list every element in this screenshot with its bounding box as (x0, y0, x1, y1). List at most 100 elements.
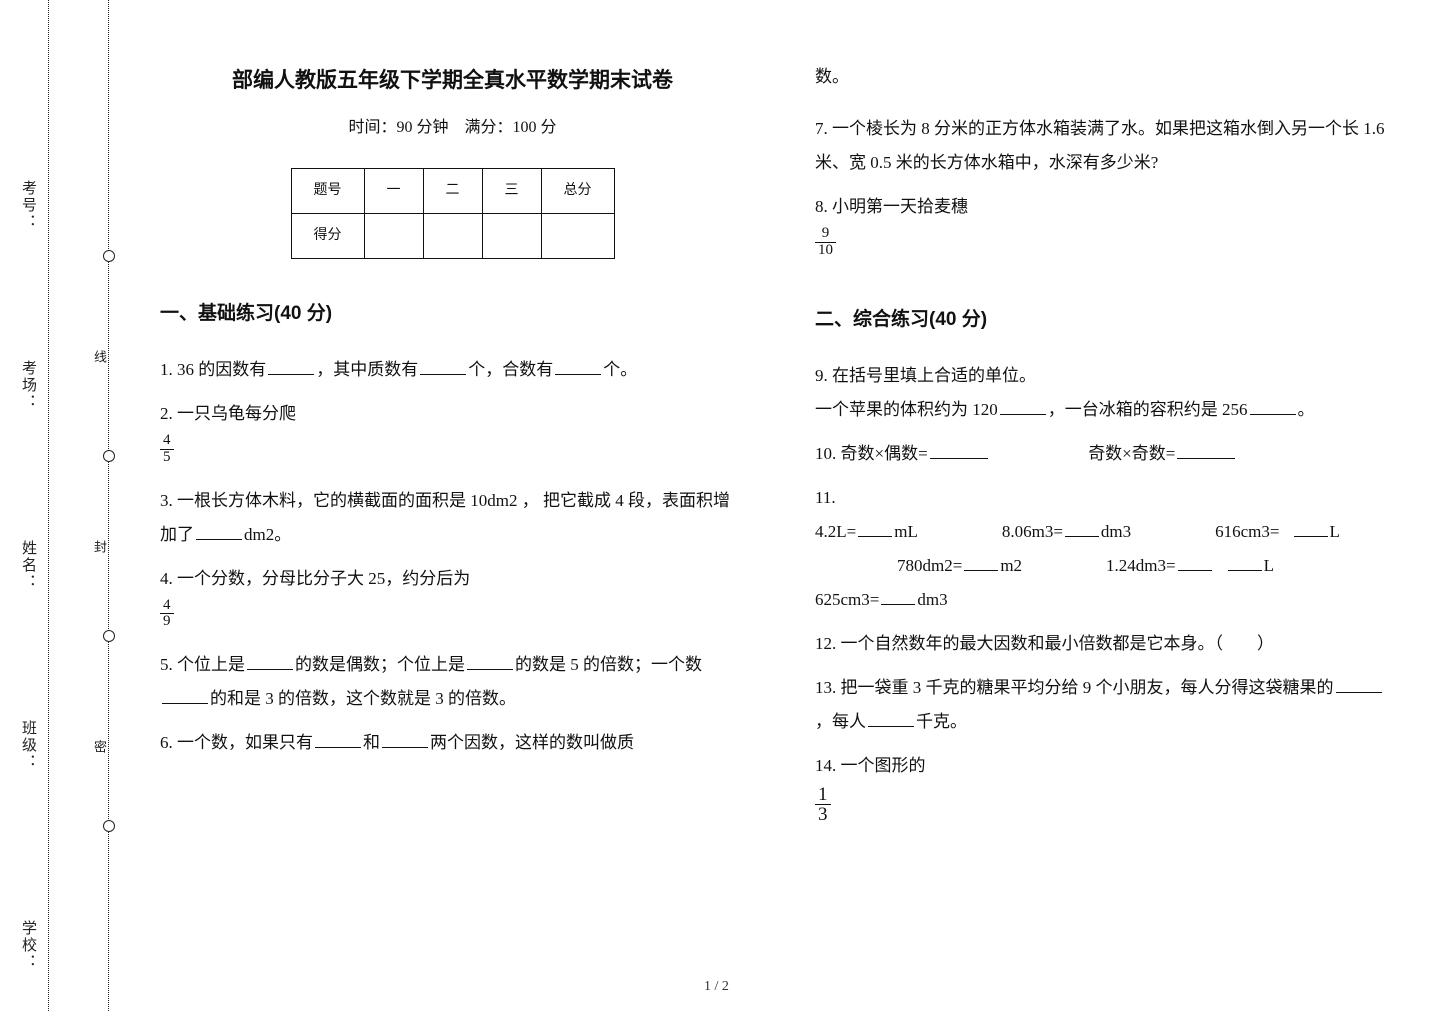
conv-item: 616cm3= (1215, 515, 1279, 549)
q9-text-c: 。 (1298, 400, 1315, 419)
binding-char-xian: 线 (90, 350, 109, 371)
table-row: 得分 (291, 214, 614, 259)
q1-text-b: ，其中质数有 (316, 360, 418, 379)
fraction-numerator: 4 (160, 433, 174, 450)
score-col-1: 一 (364, 169, 423, 214)
blank (1336, 677, 1382, 693)
q13-text-b: ，每人 (815, 712, 866, 731)
fraction-numerator: 1 (815, 785, 831, 806)
blank (467, 654, 513, 670)
blank (868, 711, 914, 727)
blank (1250, 399, 1296, 415)
score-cell (423, 214, 482, 259)
conv-item: L (1226, 549, 1274, 583)
exam-subtitle: 时间：90 分钟 满分：100 分 (160, 112, 745, 144)
q9-text: 9. 在括号里填上合适的单位。 (815, 366, 1036, 385)
blank (930, 443, 988, 459)
q5-text-c: 的数是 5 的倍数；一个数 (515, 655, 702, 674)
conv-item: 1.24dm3= (1106, 549, 1214, 583)
blank (162, 688, 208, 704)
fraction-denominator: 9 (160, 614, 174, 630)
q2-text: 2. 一只乌龟每分爬 (160, 404, 296, 423)
blank (1065, 521, 1099, 537)
section-2-heading: 二、综合练习(40 分) (815, 301, 1400, 339)
binding-label-room: 考场： (18, 360, 39, 411)
question-4: 4. 一个分数，分母比分子大 25，约分后为 4 9 (160, 562, 745, 639)
score-col-3: 三 (482, 169, 541, 214)
score-col-total: 总分 (541, 169, 614, 214)
fraction-numerator: 9 (815, 226, 836, 243)
question-2: 2. 一只乌龟每分爬 4 5 (160, 397, 745, 474)
blank (247, 654, 293, 670)
q9-text-b: ，一台冰箱的容积约是 256 (1048, 400, 1248, 419)
right-column: 数。 7. 一个棱长为 8 分米的正方体水箱装满了水。如果把这箱水倒入另一个长 … (815, 60, 1400, 980)
q6-text-b: 和 (363, 733, 380, 752)
q10-text-b: 奇数×奇数= (1088, 444, 1175, 463)
blank (196, 524, 242, 540)
blank (555, 359, 601, 375)
question-8: 8. 小明第一天拾麦穗 9 10 (815, 190, 1400, 267)
score-col-2: 二 (423, 169, 482, 214)
conv-item: 8.06m3=dm3 (1002, 515, 1131, 549)
blank (382, 732, 428, 748)
score-head-label: 题号 (291, 169, 364, 214)
binding-label-class: 班级： (18, 720, 39, 771)
page-body: 部编人教版五年级下学期全真水平数学期末试卷 时间：90 分钟 满分：100 分 … (160, 60, 1400, 980)
question-9: 9. 在括号里填上合适的单位。 一个苹果的体积约为 120 ，一台冰箱的容积约是 … (815, 359, 1400, 427)
blank (1000, 399, 1046, 415)
binding-circle-icon (103, 820, 115, 832)
score-row-label: 得分 (291, 214, 364, 259)
q14-text: 14. 一个图形的 (815, 756, 926, 775)
question-13: 13. 把一袋重 3 千克的糖果平均分给 9 个小朋友，每人分得这袋糖果的 ，每人… (815, 671, 1400, 739)
blank (964, 555, 998, 571)
fraction-denominator: 5 (160, 450, 174, 466)
blank (420, 359, 466, 375)
question-11: 11. 4.2L=mL 8.06m3=dm3 616cm3= L 780dm2=… (815, 481, 1400, 617)
q8-text: 8. 小明第一天拾麦穗 (815, 197, 968, 216)
blank (858, 521, 892, 537)
blank (1228, 555, 1262, 571)
exam-title: 部编人教版五年级下学期全真水平数学期末试卷 (160, 60, 745, 102)
fraction-numerator: 4 (160, 598, 174, 615)
question-1: 1. 36 的因数有，其中质数有个，合数有个。 (160, 353, 745, 387)
page-number: 1 / 2 (0, 979, 1433, 995)
binding-label-seat: 考号： (18, 180, 39, 231)
q10-text-a: 10. 奇数×偶数= (815, 444, 928, 463)
left-column: 部编人教版五年级下学期全真水平数学期末试卷 时间：90 分钟 满分：100 分 … (160, 60, 745, 980)
blank (881, 589, 915, 605)
q3-text-b: dm2。 (244, 525, 291, 544)
q1-text-a: 1. 36 的因数有 (160, 360, 266, 379)
conv-item: 780dm2=m2 (897, 549, 1022, 583)
q6-text-c: 两个因数，这样的数叫做质 (430, 733, 634, 752)
conv-item: 625cm3=dm3 (815, 583, 948, 617)
question-3: 3. 一根长方体木料，它的横截面的面积是 10dm2 ， 把它截成 4 段，表面… (160, 484, 745, 552)
conv-item: 4.2L=mL (815, 515, 918, 549)
q13-text-a: 13. 把一袋重 3 千克的糖果平均分给 9 个小朋友，每人分得这袋糖果的 (815, 678, 1334, 697)
q2-fraction: 4 5 (160, 433, 174, 466)
q11-grid: 4.2L=mL 8.06m3=dm3 616cm3= L 780dm2=m2 1… (815, 515, 1400, 617)
section-1-heading: 一、基础练习(40 分) (160, 295, 745, 333)
fraction-denominator: 3 (815, 805, 831, 825)
q5-text-b: 的数是偶数；个位上是 (295, 655, 465, 674)
blank (1177, 443, 1235, 459)
binding-label-name: 姓名： (18, 540, 39, 591)
q14-fraction: 1 3 (815, 785, 831, 826)
table-row: 题号 一 二 三 总分 (291, 169, 614, 214)
binding-column: 学校： 班级： 姓名： 考场： 考号： 密 封 线 (0, 0, 130, 1011)
blank (268, 359, 314, 375)
q5-text-d: 的和是 3 的倍数，这个数就是 3 的倍数。 (210, 689, 516, 708)
q5-text-a: 5. 个位上是 (160, 655, 245, 674)
question-5: 5. 个位上是 的数是偶数；个位上是 的数是 5 的倍数；一个数的和是 3 的倍数，… (160, 648, 745, 716)
question-10: 10. 奇数×偶数= 奇数×奇数= (815, 437, 1400, 471)
binding-circle-icon (103, 630, 115, 642)
question-12: 12. 一个自然数年的最大因数和最小倍数都是它本身。（ ） (815, 627, 1400, 661)
fraction-denominator: 10 (815, 243, 836, 259)
q4-text: 4. 一个分数，分母比分子大 25，约分后为 (160, 569, 470, 588)
blank (315, 732, 361, 748)
question-7: 7. 一个棱长为 8 分米的正方体水箱装满了水。如果把这箱水倒入另一个长 1.6… (815, 112, 1400, 180)
q4-fraction: 4 9 (160, 598, 174, 631)
score-cell (364, 214, 423, 259)
binding-char-mi: 密 (90, 740, 109, 761)
score-table: 题号 一 二 三 总分 得分 (291, 168, 615, 259)
q9-text-a: 一个苹果的体积约为 120 (815, 400, 998, 419)
